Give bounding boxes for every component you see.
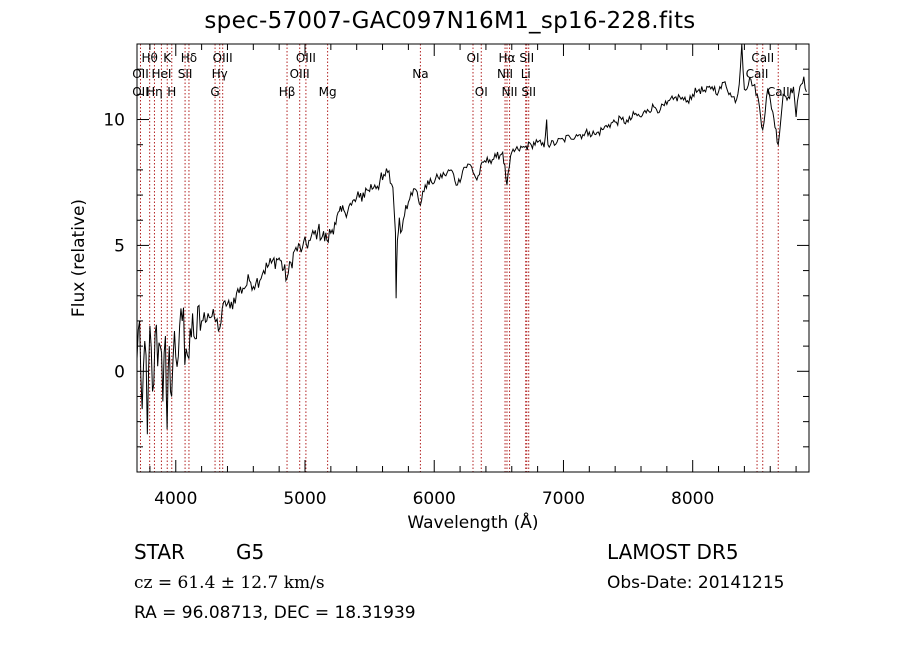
plot-frame bbox=[136, 43, 810, 473]
x-tick-label: 6000 bbox=[413, 489, 456, 509]
line-label: H bbox=[167, 85, 176, 99]
x-tick-label: 5000 bbox=[283, 489, 326, 509]
x-tick-label: 8000 bbox=[671, 489, 714, 509]
line-label: OII bbox=[132, 85, 149, 99]
line-label: OII bbox=[132, 67, 149, 81]
line-label: Hβ bbox=[279, 85, 296, 99]
line-label: HeI bbox=[151, 67, 171, 81]
line-label: Hθ bbox=[141, 51, 157, 65]
line-label: OIII bbox=[296, 51, 316, 65]
observation-date: Obs-Date: 20141215 bbox=[607, 573, 785, 593]
line-label: Mg bbox=[319, 85, 337, 99]
line-label: SII bbox=[521, 85, 536, 99]
line-label: CaII bbox=[751, 51, 774, 65]
x-tick-label: 7000 bbox=[542, 489, 585, 509]
line-label: Hδ bbox=[181, 51, 197, 65]
spectrum-line bbox=[136, 43, 807, 435]
line-label: NII bbox=[497, 67, 513, 81]
object-subclass: G5 bbox=[236, 540, 265, 564]
line-label: OIII bbox=[213, 51, 233, 65]
line-label: Li bbox=[521, 67, 531, 81]
line-markers bbox=[139, 44, 779, 472]
line-label: K bbox=[163, 51, 172, 65]
coordinates: RA = 96.08713, DEC = 18.31939 bbox=[134, 603, 416, 623]
line-labels: Hθ OII OII K HeI Hη H Hδ SII OIII Hγ G OIII OIII Hβ Mg N… bbox=[132, 51, 789, 99]
line-label: SII bbox=[178, 67, 193, 81]
line-label: Hγ bbox=[212, 67, 228, 81]
y-tick-label: 5 bbox=[114, 236, 125, 256]
y-tick-label: 10 bbox=[103, 111, 125, 131]
axis-ticks: 4000 5000 6000 7000 8000 0 5 10 bbox=[103, 44, 809, 509]
line-label: SII bbox=[519, 51, 534, 65]
x-axis-label: Wavelength (Å) bbox=[407, 511, 538, 533]
line-label: OIII bbox=[290, 67, 310, 81]
x-tick-label: 4000 bbox=[154, 489, 197, 509]
y-axis-label: Flux (relative) bbox=[69, 199, 89, 317]
chart-title: spec-57007-GAC097N16M1_sp16-228.fits bbox=[204, 8, 696, 34]
line-label: CaII bbox=[746, 67, 769, 81]
redshift-velocity: cz = 61.4 ± 12.7 km/s bbox=[134, 573, 325, 593]
line-label: G bbox=[210, 85, 219, 99]
line-label: Hα bbox=[499, 51, 516, 65]
object-type: STAR bbox=[134, 540, 185, 564]
line-label: NII bbox=[502, 85, 518, 99]
line-label: Hη bbox=[146, 85, 163, 99]
line-label: CaII bbox=[767, 85, 790, 99]
line-label: Na bbox=[412, 67, 428, 81]
survey-name: LAMOST DR5 bbox=[607, 540, 739, 564]
line-label: OI bbox=[467, 51, 480, 65]
line-label: OI bbox=[475, 85, 488, 99]
spectrum-series bbox=[136, 43, 807, 435]
y-tick-label: 0 bbox=[114, 362, 125, 382]
